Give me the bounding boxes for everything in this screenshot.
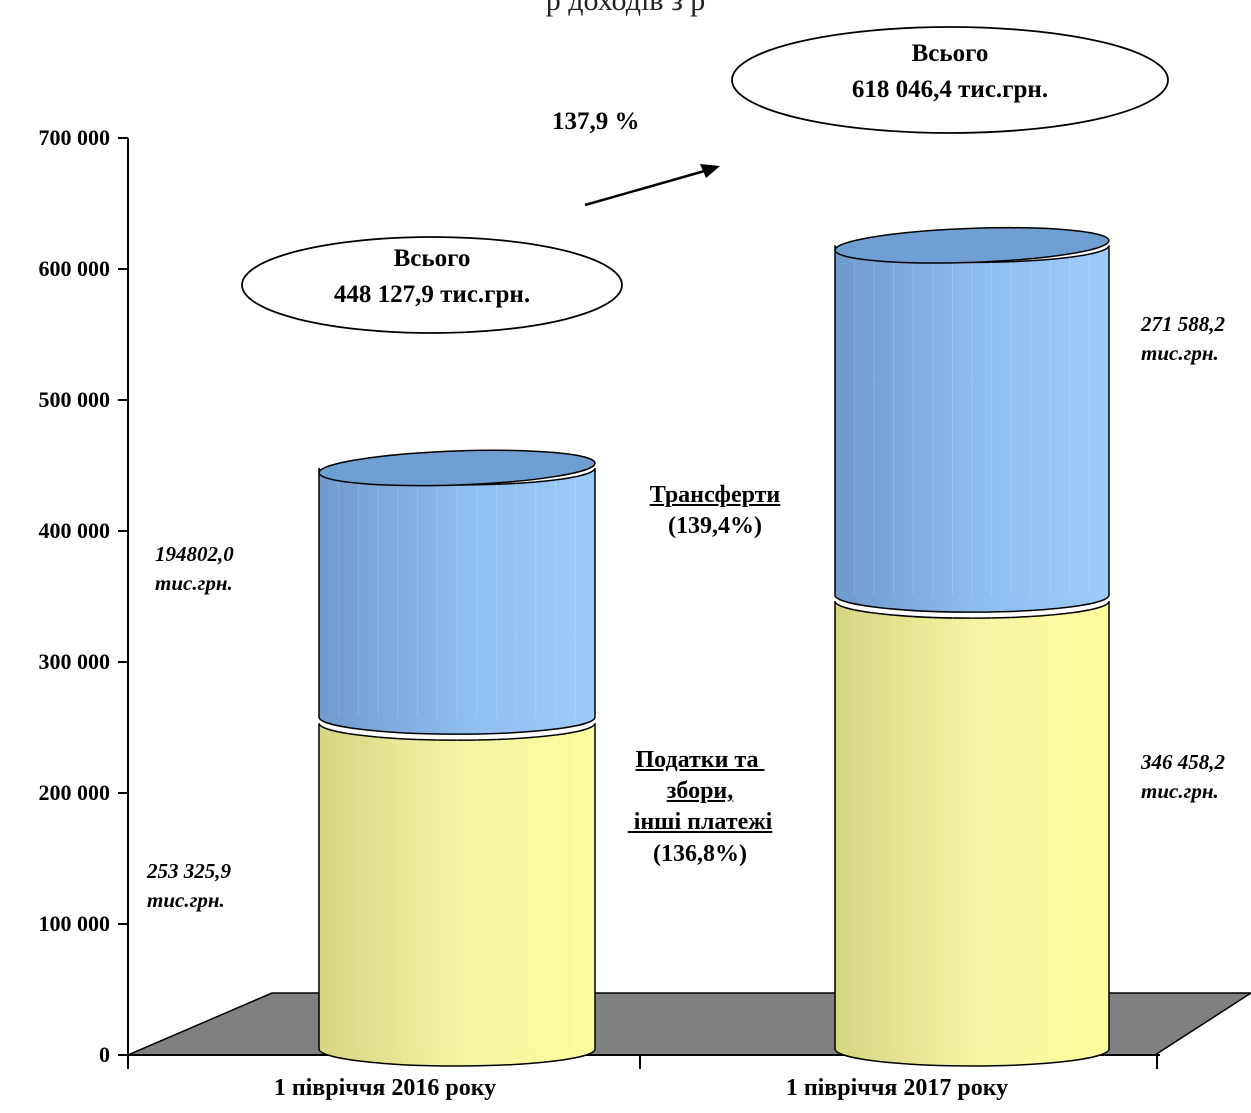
- series-title-text: Податки та: [635, 747, 765, 773]
- y-tick-label: 500 000: [38, 387, 111, 412]
- bar-top-cap-2016: [318, 449, 596, 487]
- category-label-2016: 1 півріччя 2016 року: [273, 1075, 497, 1101]
- value-label-2016-taxes: 253 325,9 тис.грн.: [147, 857, 231, 916]
- y-axis-ticks: [118, 137, 128, 1056]
- value-text: 346 458,2: [1141, 750, 1225, 774]
- series-percent: (136,8%): [653, 840, 747, 867]
- total-ellipse-2016: [241, 236, 623, 334]
- total-ellipse-2017: [731, 26, 1169, 134]
- series-title-text: збори,: [666, 778, 734, 805]
- value-unit: тис.грн.: [1141, 341, 1219, 366]
- total-text-2016: Всього 448 127,9 тис.грн.: [242, 241, 622, 314]
- growth-label: 137,9 %: [552, 108, 640, 135]
- value-text: 194802,0: [155, 542, 234, 566]
- series-title-line1: Податки та: [580, 745, 820, 776]
- bar-top-cap-2017: [834, 226, 1110, 264]
- series-label-transfers: Трансферти (139,4%): [595, 480, 835, 542]
- y-tick-label: 100 000: [38, 911, 111, 936]
- series-title-text: інші платежі: [627, 809, 773, 836]
- total-value: 618 046,4 тис.грн.: [851, 76, 1049, 104]
- series-title: Трансферти: [595, 480, 835, 511]
- series-label-taxes: Податки та збори, інші платежі (136,8%): [580, 745, 820, 870]
- y-tick-label: 0: [99, 1042, 110, 1067]
- value-text: 271 588,2: [1141, 312, 1225, 336]
- value-unit: тис.грн.: [1141, 779, 1219, 804]
- value-label-2016-transfers: 194802,0 тис.грн.: [155, 540, 234, 599]
- value-label-2017-taxes: 346 458,2 тис.грн.: [1141, 748, 1225, 807]
- series-title-text: Трансферти: [649, 482, 781, 508]
- growth-arrow: [584, 168, 709, 207]
- total-value: 448 127,9 тис.грн.: [333, 281, 531, 309]
- series-title-line3: інші платежі: [580, 807, 820, 838]
- bar-taxes-2017: [834, 600, 1110, 1067]
- bar-taxes-2016: [318, 722, 596, 1067]
- value-text: 253 325,9: [147, 859, 231, 883]
- total-title: Всього: [911, 40, 989, 67]
- value-unit: тис.грн.: [147, 888, 225, 913]
- category-label-2017: 1 півріччя 2017 року: [785, 1075, 1009, 1101]
- total-text-2017: Всього 618 046,4 тис.грн.: [760, 36, 1140, 109]
- y-tick-label: 400 000: [38, 518, 111, 543]
- arrowhead-icon: [700, 164, 720, 178]
- value-unit: тис.грн.: [155, 571, 233, 596]
- page-header-fragment: р доходів з р: [545, 0, 706, 17]
- series-percent: (139,4%): [668, 513, 762, 540]
- y-tick-label: 200 000: [38, 780, 111, 805]
- total-title: Всього: [393, 245, 471, 272]
- y-tick-label: 600 000: [38, 256, 111, 281]
- y-tick-label: 300 000: [38, 649, 111, 674]
- y-tick-label: 700 000: [38, 125, 111, 150]
- value-label-2017-transfers: 271 588,2 тис.грн.: [1141, 310, 1225, 369]
- series-title-line2: збори,: [580, 776, 820, 807]
- bar-cylinders: [318, 226, 1110, 1067]
